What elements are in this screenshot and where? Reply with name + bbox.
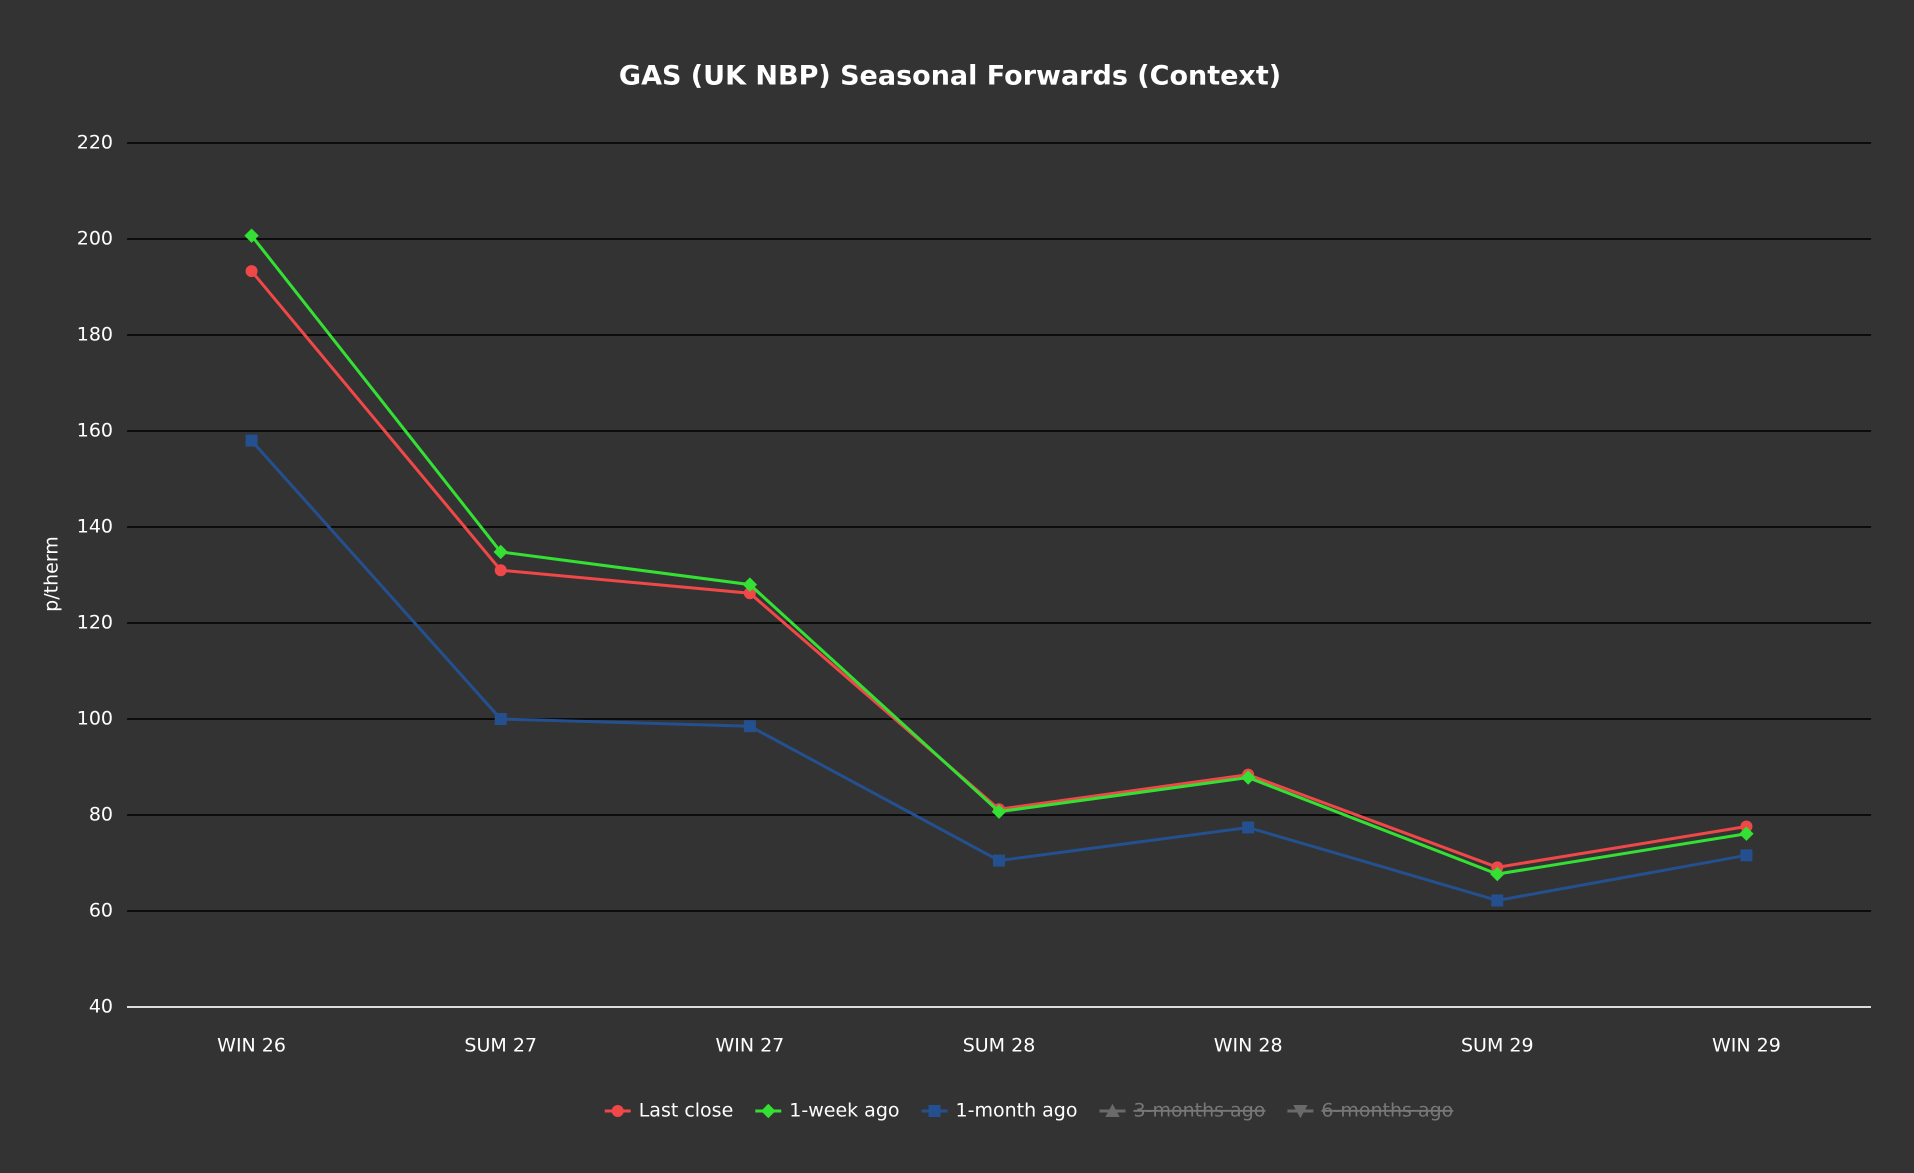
legend-item: Last close: [604, 1100, 734, 1122]
y-tick-label: 140: [77, 516, 113, 538]
marker: [743, 587, 756, 600]
marker: [494, 564, 507, 577]
y-tick-label: 160: [77, 420, 113, 442]
y-tick-label: 120: [77, 612, 113, 634]
legend-item: 3-months ago: [1099, 1100, 1266, 1122]
marker: [1739, 826, 1754, 841]
x-tick-label: SUM 29: [1461, 1035, 1534, 1057]
y-tick-label: 180: [77, 324, 113, 346]
x-tick-label: WIN 26: [217, 1035, 286, 1057]
x-tick-label: SUM 27: [464, 1035, 537, 1057]
marker: [1242, 821, 1255, 834]
marker: [743, 720, 756, 733]
marker: [494, 713, 507, 725]
marker: [991, 804, 1007, 819]
marker: [928, 1105, 941, 1117]
y-tick-label: 200: [77, 228, 113, 250]
legend-item: 1-week ago: [755, 1100, 900, 1122]
x-tick-label: WIN 28: [1214, 1035, 1283, 1057]
marker: [1740, 849, 1753, 862]
marker: [1240, 770, 1256, 785]
legend-label: Last close: [639, 1100, 734, 1122]
marker: [1491, 894, 1504, 907]
y-tick-label: 100: [77, 708, 113, 730]
legend-label: 1-month ago: [956, 1100, 1078, 1122]
marker: [1490, 866, 1505, 882]
marker: [1293, 1105, 1308, 1119]
marker: [493, 544, 508, 560]
marker: [244, 228, 259, 243]
y-tick-label: 60: [89, 900, 113, 922]
x-tick-label: WIN 29: [1712, 1035, 1781, 1057]
y-tick-label: 80: [89, 804, 113, 826]
y-axis-label: p/therm: [41, 536, 63, 612]
marker: [742, 577, 758, 592]
marker: [993, 854, 1005, 867]
marker: [1105, 1103, 1120, 1117]
legend-label: 6-months ago: [1321, 1100, 1453, 1122]
legend-item: 6-months ago: [1287, 1100, 1453, 1122]
x-tick-label: WIN 27: [715, 1035, 784, 1057]
marker: [611, 1105, 624, 1117]
y-tick-label: 220: [77, 132, 113, 154]
legend-item: 1-month ago: [921, 1100, 1078, 1122]
marker: [245, 265, 258, 278]
y-tick-label: 40: [89, 996, 113, 1018]
marker: [761, 1103, 776, 1119]
legend-label: 1-week ago: [789, 1100, 899, 1122]
marker: [245, 434, 258, 447]
legend-label: 3-months ago: [1134, 1100, 1266, 1122]
x-tick-label: SUM 28: [963, 1035, 1036, 1057]
chart-title: GAS (UK NBP) Seasonal Forwards (Context): [619, 61, 1281, 92]
